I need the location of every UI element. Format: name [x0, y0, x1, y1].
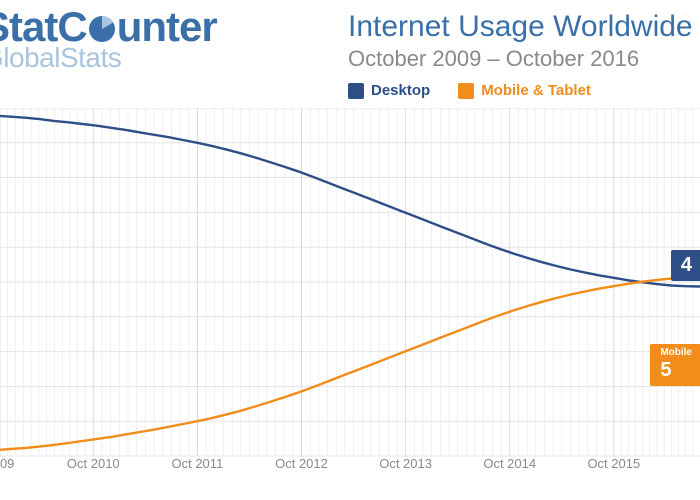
series-line-1 — [0, 278, 700, 451]
x-tick-label: Oct 2012 — [275, 456, 328, 471]
chart-title: Internet Usage Worldwide — [348, 10, 693, 44]
x-tick-label: Oct 2015 — [587, 456, 640, 471]
x-tick-label: Oct 2011 — [171, 456, 223, 471]
end-badge-mini: Mobile — [660, 348, 692, 358]
end-badge-value: 5 — [660, 359, 671, 381]
x-tick-label: Oct 2010 — [67, 456, 120, 471]
legend-swatch — [348, 83, 364, 99]
x-tick-label: 2009 — [0, 456, 14, 471]
legend-label: Mobile & Tablet — [481, 82, 591, 99]
legend: Desktop Mobile & Tablet — [348, 82, 591, 99]
chart-svg — [0, 108, 700, 478]
x-tick-label: Oct 2013 — [379, 456, 432, 471]
series-end-badge-0: 4 — [671, 250, 700, 281]
x-tick-label: Oct 2014 — [483, 456, 536, 471]
series-line-0 — [0, 115, 700, 287]
logo-text-unter: unter — [117, 3, 217, 50]
chart-area: 2009 Oct 2010 Oct 2011 Oct 2012 Oct 2013 Oct … — [0, 108, 700, 478]
legend-swatch — [458, 83, 474, 99]
legend-item-1: Mobile & Tablet — [458, 82, 591, 99]
statcounter-logo: StatCunter GlobalStats — [0, 6, 217, 72]
logo-pie-icon — [87, 14, 117, 44]
series-end-badge-1: Mobile5 — [650, 344, 700, 386]
x-axis-labels: 2009 Oct 2010 Oct 2011 Oct 2012 Oct 2013 Oct … — [0, 456, 700, 474]
end-badge-value: 4 — [681, 254, 692, 276]
legend-label: Desktop — [371, 82, 430, 99]
chart-subtitle: October 2009 – October 2016 — [348, 46, 693, 72]
legend-item-0: Desktop — [348, 82, 430, 99]
title-block: Internet Usage Worldwide October 2009 – … — [348, 10, 693, 72]
